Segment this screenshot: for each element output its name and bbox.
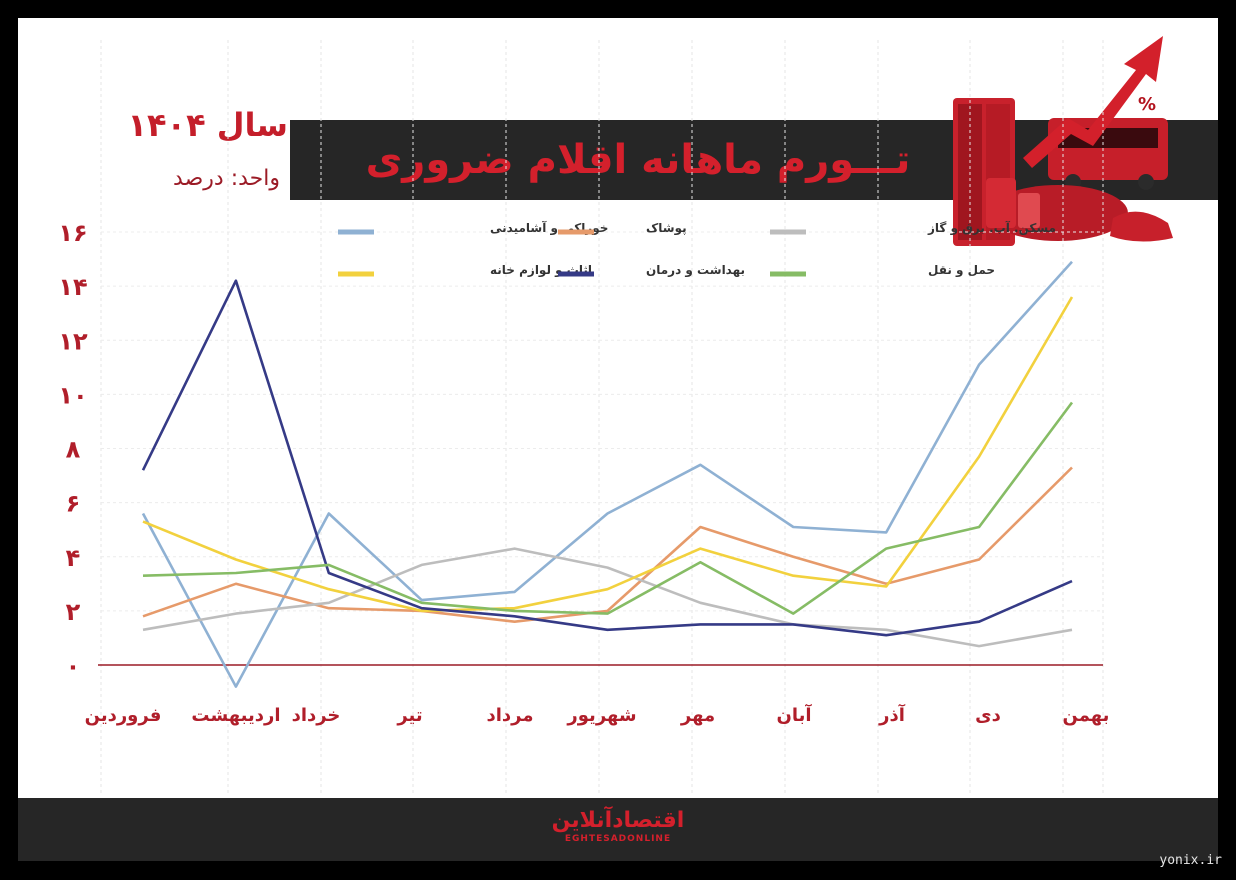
series-line [142,547,1073,648]
inflation-illustration: % [953,36,1173,246]
x-tick-label: اردیبهشت [191,705,280,726]
x-tick-label: آذر [878,703,906,726]
watermark-text: yonix.ir [1159,853,1222,868]
percent-icon: % [1138,94,1156,115]
series-line [142,296,1074,613]
series-line [142,466,1073,624]
y-tick-label: ۸ [66,436,81,464]
brand-logo: اقتصادآنلاین EGHTESADONLINE [518,808,718,844]
series-line [142,401,1074,615]
year-label: سال ۱۴۰۴ [127,106,288,144]
x-tick-label: فروردین [85,705,162,726]
x-tick-label: شهریور [566,705,636,726]
y-tick-label: ۶ [66,490,81,518]
legend-label: مسکن. آب. برق و گاز [927,220,1056,236]
x-tick-label: تیر [396,705,422,726]
x-tick-label: آبان [776,703,812,726]
y-tick-label: ۱۰ [58,381,87,409]
y-tick-label: ۱۲ [58,327,88,355]
y-axis-ticks: ۰ ۲ ۴ ۶ ۸ ۱۰ ۱۲ ۱۴ ۱۶ [58,219,88,680]
y-tick-label: ۲ [66,598,81,626]
line-chart: خوراکی و آشامیدنی پوشاک مسکن. آب. برق و گا… [58,40,1110,796]
shoe-icon [1110,211,1173,242]
x-tick-label: مرداد [487,705,534,726]
series-line [141,279,1073,637]
rising-arrow-icon [1023,36,1163,168]
chart-legend: خوراکی و آشامیدنی پوشاک مسکن. آب. برق و گا… [338,220,1056,278]
brand-logo-persian: اقتصادآنلاین [551,808,685,833]
x-tick-label: بهمن [1063,705,1110,726]
chart-title: تـــورم ماهانه اقلام ضروری [365,137,911,183]
chart-series [141,260,1074,688]
x-tick-label: دی [975,705,1001,726]
y-tick-label: ۴ [66,544,81,572]
legend-label: پوشاک [646,221,687,236]
unit-label: واحد: درصد [173,166,280,191]
x-tick-label: مهر [680,705,715,726]
brand-logo-latin: EGHTESADONLINE [564,834,672,844]
x-tick-label: خرداد [292,705,341,726]
footer-bar: اقتصادآنلاین EGHTESADONLINE [18,798,1218,861]
series-line [141,260,1073,688]
infographic-page: تـــورم ماهانه اقلام ضروری سال ۱۴۰۴ واحد… [18,18,1218,861]
legend-label: بهداشت و درمان [646,263,745,278]
y-tick-label: ۰ [66,652,81,680]
x-axis-ticks: فروردین اردیبهشت خرداد تیر مرداد شهریور مهر آبا… [85,703,1110,726]
y-tick-label: ۱۶ [58,219,87,247]
y-tick-label: ۱۴ [58,273,87,301]
chart-grid [98,40,1104,796]
legend-label: حمل و نقل [928,263,995,278]
